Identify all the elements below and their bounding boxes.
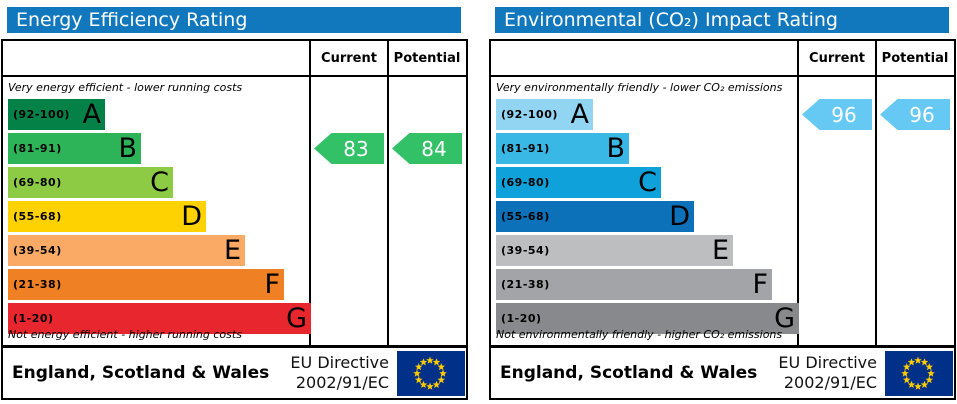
band-letter: E bbox=[711, 235, 729, 266]
band-range: (81-91) bbox=[501, 142, 550, 155]
potential-column-header: Potential bbox=[393, 50, 461, 66]
band-b: (81-91) B bbox=[496, 133, 629, 164]
eu-directive-label: EU Directive 2002/91/EC bbox=[778, 353, 877, 392]
band-f: (21-38) F bbox=[8, 269, 284, 300]
top-caption: Very environmentally friendly - lower CO… bbox=[496, 81, 783, 94]
panel-footer: England, Scotland & Wales EU Directive 2… bbox=[489, 346, 956, 400]
band-letter: G bbox=[774, 303, 795, 334]
eu-directive-label: EU Directive 2002/91/EC bbox=[290, 353, 389, 392]
potential-column-header: Potential bbox=[881, 50, 949, 66]
current-rating-arrow: 96 bbox=[802, 99, 872, 130]
region-label: England, Scotland & Wales bbox=[12, 363, 270, 383]
band-letter: C bbox=[150, 167, 169, 198]
environmental-impact-panel: Environmental (CO₂) Impact Rating Curren… bbox=[489, 0, 956, 400]
rating-chart: Current Potential Very energy efficient … bbox=[1, 39, 468, 347]
band-d: (55-68) D bbox=[496, 201, 694, 232]
band-range: (55-68) bbox=[13, 210, 62, 223]
band-range: (92-100) bbox=[13, 108, 70, 121]
band-range: (81-91) bbox=[13, 142, 62, 155]
rating-bands: (92-100) A (81-91) B (69-80) C (55-68) D… bbox=[8, 99, 311, 337]
band-range: (69-80) bbox=[13, 176, 62, 189]
band-d: (55-68) D bbox=[8, 201, 206, 232]
band-g: (1-20) G bbox=[8, 303, 311, 334]
band-c: (69-80) C bbox=[496, 167, 661, 198]
potential-rating-arrow: 96 bbox=[880, 99, 950, 130]
column-divider bbox=[309, 41, 311, 345]
potential-rating-arrow: 84 bbox=[392, 133, 462, 164]
column-divider bbox=[797, 41, 799, 345]
eu-flag-icon bbox=[397, 350, 465, 396]
band-f: (21-38) F bbox=[496, 269, 772, 300]
current-column-header: Current bbox=[809, 50, 865, 66]
band-range: (69-80) bbox=[501, 176, 550, 189]
panel-title-bar: Environmental (CO₂) Impact Rating bbox=[495, 7, 949, 33]
band-letter: A bbox=[82, 99, 101, 130]
directive-line1: EU Directive bbox=[778, 353, 877, 373]
band-b: (81-91) B bbox=[8, 133, 141, 164]
column-divider bbox=[875, 41, 877, 345]
eu-flag-icon bbox=[885, 350, 953, 396]
panel-title: Environmental (CO₂) Impact Rating bbox=[504, 9, 838, 31]
directive-line2: 2002/91/EC bbox=[783, 373, 877, 392]
band-letter: B bbox=[606, 133, 625, 164]
directive-line1: EU Directive bbox=[290, 353, 389, 373]
potential-rating-value: 84 bbox=[421, 136, 447, 161]
band-letter: D bbox=[669, 201, 690, 232]
band-range: (92-100) bbox=[501, 108, 558, 121]
band-letter: F bbox=[264, 269, 280, 300]
band-range: (55-68) bbox=[501, 210, 550, 223]
band-range: (21-38) bbox=[501, 278, 550, 291]
panel-title-bar: Energy Efficiency Rating bbox=[7, 7, 461, 33]
band-e: (39-54) E bbox=[496, 235, 733, 266]
band-letter: A bbox=[570, 99, 589, 130]
band-e: (39-54) E bbox=[8, 235, 245, 266]
header-divider bbox=[3, 75, 466, 77]
directive-line2: 2002/91/EC bbox=[295, 373, 389, 392]
current-rating-value: 83 bbox=[343, 136, 369, 161]
band-letter: C bbox=[638, 167, 657, 198]
band-c: (69-80) C bbox=[8, 167, 173, 198]
band-letter: G bbox=[286, 303, 307, 334]
band-letter: F bbox=[752, 269, 768, 300]
band-a: (92-100) A bbox=[8, 99, 105, 130]
potential-rating-value: 96 bbox=[909, 102, 935, 127]
band-a: (92-100) A bbox=[496, 99, 593, 130]
column-divider bbox=[387, 41, 389, 345]
band-letter: D bbox=[181, 201, 202, 232]
band-range: (39-54) bbox=[13, 244, 62, 257]
panel-footer: England, Scotland & Wales EU Directive 2… bbox=[1, 346, 468, 400]
current-column-header: Current bbox=[321, 50, 377, 66]
header-divider bbox=[491, 75, 954, 77]
energy-efficiency-panel: Energy Efficiency Rating Current Potenti… bbox=[1, 0, 468, 400]
band-range: (1-20) bbox=[13, 312, 54, 325]
panel-title: Energy Efficiency Rating bbox=[16, 9, 248, 31]
band-letter: E bbox=[223, 235, 241, 266]
rating-bands: (92-100) A (81-91) B (69-80) C (55-68) D… bbox=[496, 99, 799, 337]
band-range: (1-20) bbox=[501, 312, 542, 325]
current-rating-value: 96 bbox=[831, 102, 857, 127]
band-range: (21-38) bbox=[13, 278, 62, 291]
bottom-caption: Not energy efficient - higher running co… bbox=[8, 328, 242, 341]
band-letter: B bbox=[118, 133, 137, 164]
band-range: (39-54) bbox=[501, 244, 550, 257]
top-caption: Very energy efficient - lower running co… bbox=[8, 81, 243, 94]
region-label: England, Scotland & Wales bbox=[500, 363, 758, 383]
bottom-caption: Not environmentally friendly - higher CO… bbox=[496, 328, 783, 341]
band-g: (1-20) G bbox=[496, 303, 799, 334]
current-rating-arrow: 83 bbox=[314, 133, 384, 164]
rating-chart: Current Potential Very environmentally f… bbox=[489, 39, 956, 347]
